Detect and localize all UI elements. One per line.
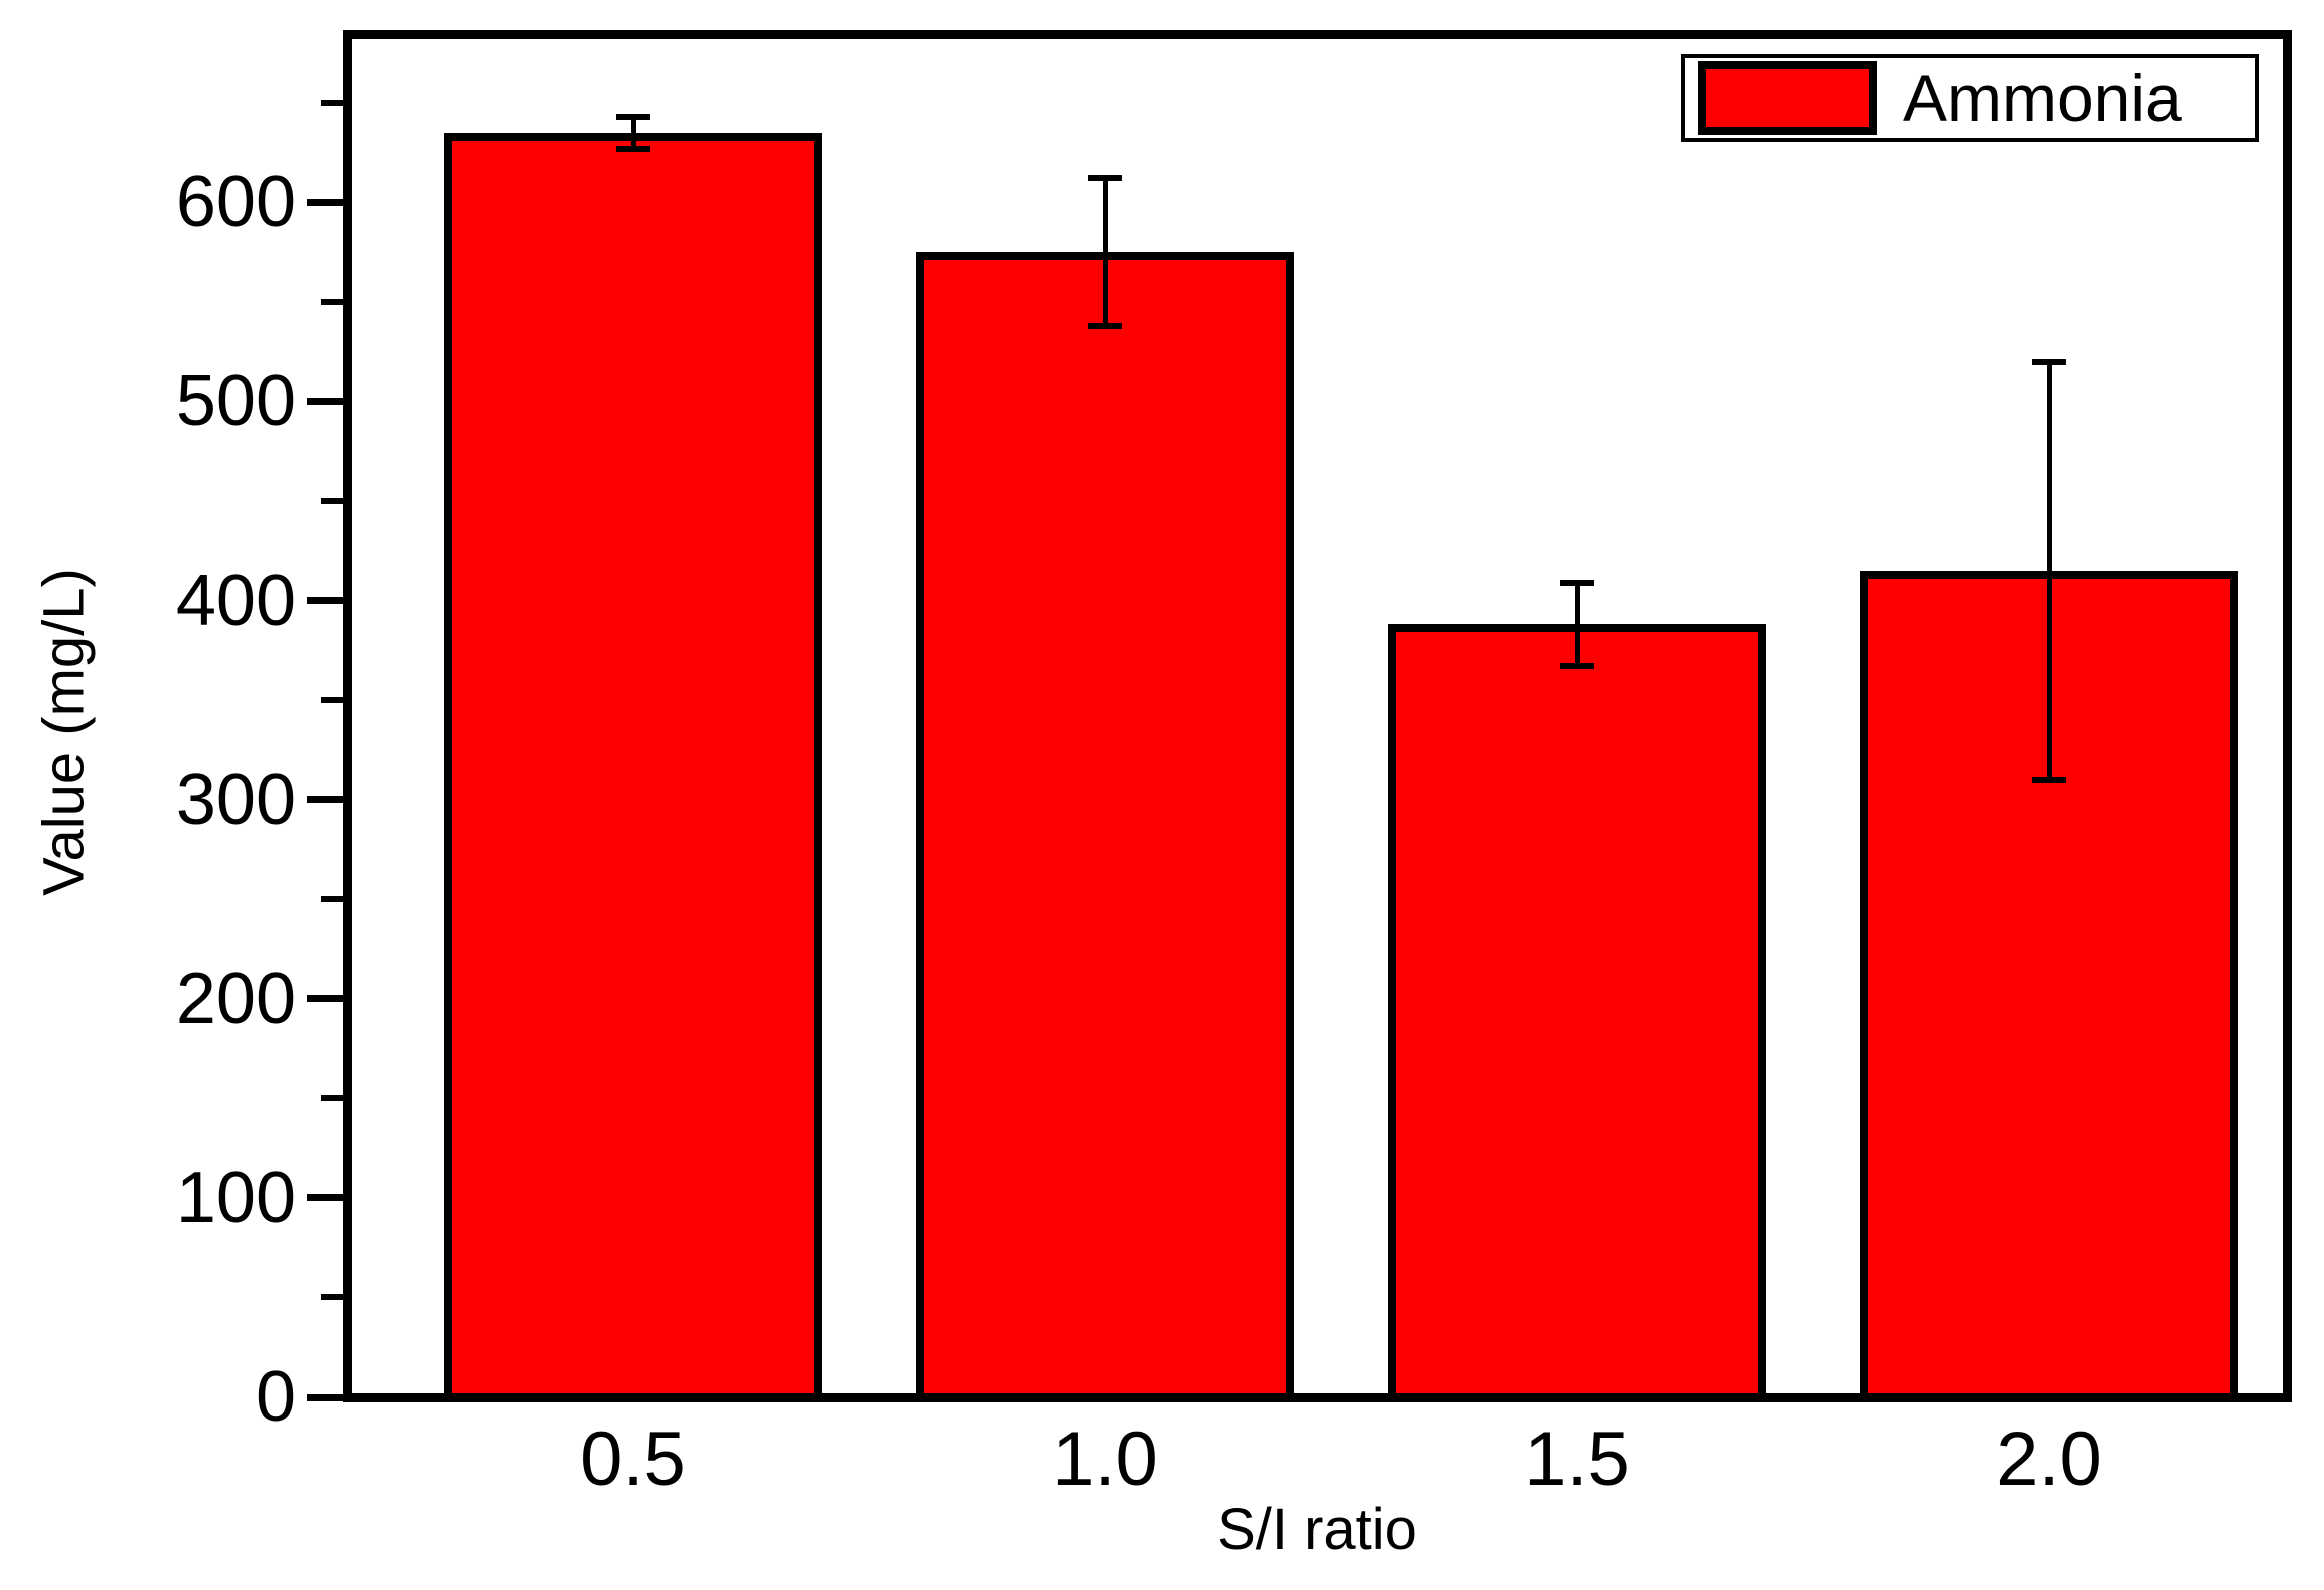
y-minor-tick — [321, 298, 343, 305]
error-bar-cap-bottom — [1560, 663, 1594, 670]
error-bar-cap-top — [616, 113, 650, 120]
legend-swatch-ammonia — [1698, 61, 1877, 135]
bar-0.5 — [444, 132, 822, 1397]
bar-1.5 — [1388, 624, 1766, 1397]
y-minor-tick — [321, 697, 343, 704]
error-bar-cap-bottom — [2032, 776, 2066, 783]
y-major-tick — [307, 397, 343, 405]
legend: Ammonia — [1681, 54, 2259, 142]
error-bar-cap-bottom — [616, 145, 650, 152]
y-major-tick — [307, 198, 343, 206]
error-bar-stem — [630, 116, 636, 149]
y-tick-label: 300 — [175, 759, 296, 840]
y-tick-label: 0 — [255, 1357, 296, 1437]
x-tick-label: 0.5 — [580, 1417, 686, 1502]
error-bar-stem — [2046, 361, 2052, 780]
y-tick-label: 100 — [175, 1157, 296, 1238]
y-major-tick — [307, 995, 343, 1003]
legend-label: Ammonia — [1903, 61, 2182, 135]
x-tick-label: 2.0 — [1996, 1417, 2102, 1502]
error-bar-stem — [1102, 178, 1108, 326]
y-minor-tick — [321, 497, 343, 504]
y-minor-tick — [321, 1294, 343, 1301]
bar-1.0 — [916, 252, 1294, 1397]
error-bar-stem — [1574, 582, 1580, 667]
y-tick-label: 200 — [175, 958, 296, 1039]
error-bar-cap-top — [1088, 175, 1122, 182]
y-minor-tick — [321, 1095, 343, 1102]
error-bar-cap-bottom — [1088, 322, 1122, 329]
x-tick-label: 1.0 — [1052, 1417, 1158, 1502]
error-bar-cap-top — [1560, 579, 1594, 586]
y-major-tick — [307, 597, 343, 605]
y-tick-label: 400 — [175, 560, 296, 641]
x-tick-label: 1.5 — [1524, 1417, 1630, 1502]
error-bar-cap-top — [2032, 358, 2066, 365]
y-major-tick — [307, 1194, 343, 1202]
x-axis-title: S/I ratio — [1217, 1497, 1417, 1562]
y-major-tick — [307, 1393, 343, 1401]
y-major-tick — [307, 796, 343, 804]
y-minor-tick — [321, 896, 343, 903]
y-tick-label: 500 — [175, 361, 296, 442]
y-tick-label: 600 — [175, 162, 296, 243]
y-minor-tick — [321, 99, 343, 106]
